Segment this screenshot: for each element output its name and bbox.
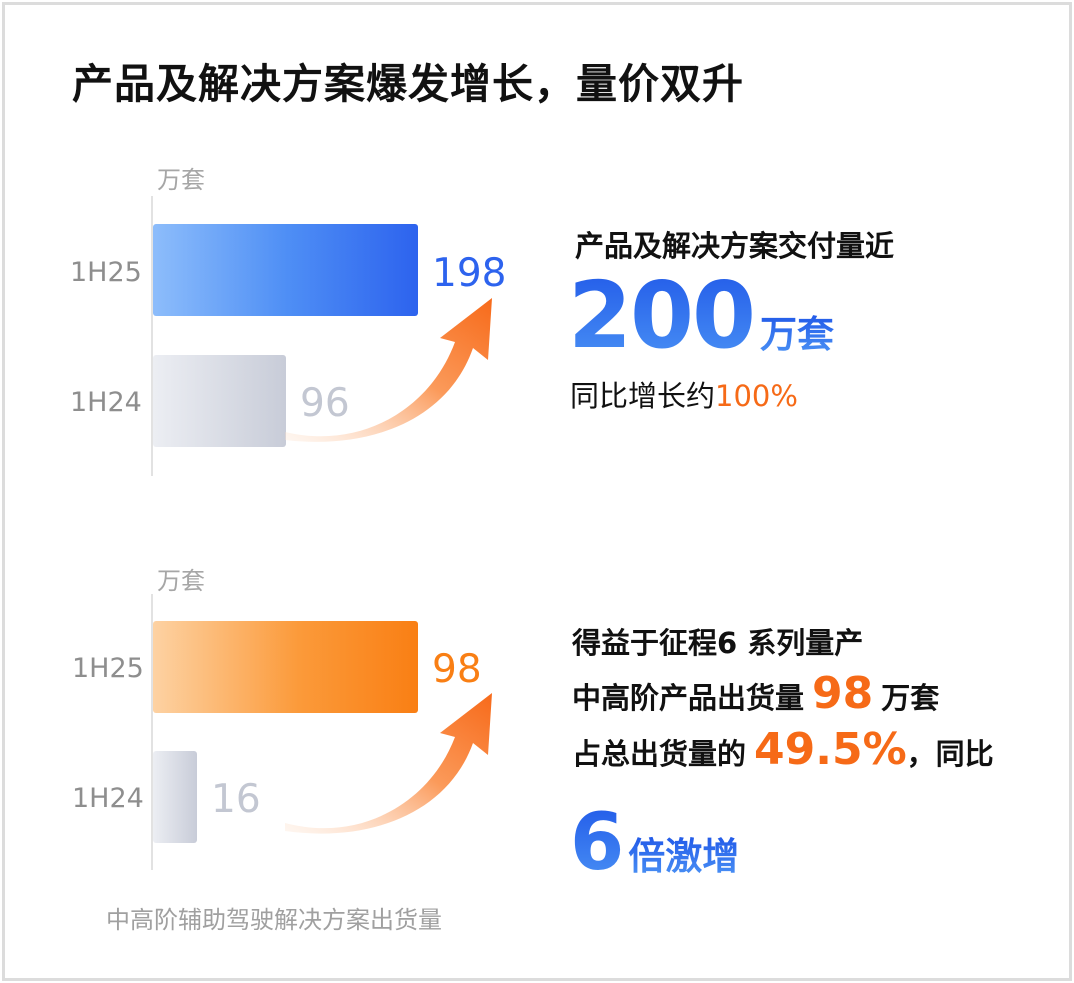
page-title: 产品及解决方案爆发增长，量价双升 (72, 50, 756, 110)
panel-2-line-3-prefix: 占总出货量的 (572, 737, 747, 771)
panel-1-growth: 同比增长约100% (570, 373, 798, 415)
chart-2-axis (151, 594, 153, 870)
chart-1-bar-1h24 (153, 355, 286, 447)
panel-2-line-3-suffix: ，同比 (906, 737, 994, 771)
chart-1-growth-arrow (285, 298, 492, 442)
panel-2-line-2-unit: 万套 (881, 681, 940, 715)
panel-1-headline: 200 万套 (568, 262, 834, 369)
chart-1-axis (151, 196, 153, 476)
chart-2-bar-1h25 (153, 621, 418, 713)
title-highlight: 量价双升 (570, 50, 756, 110)
chart-1-unit-label: 万套 (157, 166, 205, 194)
panel-2-line-1: 得益于征程6 系列量产 (572, 626, 864, 660)
chart-1-bar-1h25 (153, 224, 418, 316)
panel-1-big-unit: 万套 (760, 313, 835, 356)
chart-1-category-1h25: 1H25 (70, 257, 142, 288)
panel-1-big-number: 200 (568, 262, 756, 369)
chart-1-value-1h24: 96 (300, 381, 350, 426)
chart-2-category-1h24: 1H24 (72, 783, 144, 814)
chart-2-growth-arrow (285, 693, 492, 834)
panel-1-growth-value: 100% (715, 379, 798, 413)
panel-1-growth-prefix: 同比增长约 (570, 379, 716, 413)
panel-2-big-number: 6 (570, 798, 625, 888)
chart-1-category-1h24: 1H24 (70, 387, 142, 418)
chart-2-value-1h24: 16 (211, 777, 261, 822)
panel-1-line-1: 产品及解决方案交付量近 (575, 229, 895, 263)
chart-2-caption: 中高阶辅助驾驶解决方案出货量 (106, 906, 442, 934)
panel-2-line-3-value: 49.5% (754, 724, 907, 775)
panel-2-line-2: 中高阶产品出货量 98 万套 (572, 668, 939, 719)
panel-2-line-2-prefix: 中高阶产品出货量 (572, 681, 805, 715)
panel-2-line-4: 6 倍激增 (570, 798, 739, 888)
title-main: 产品及解决方案爆发增长， (72, 60, 576, 108)
panel-2-big-text: 倍激增 (628, 835, 740, 878)
chart-2-category-1h25: 1H25 (72, 653, 144, 684)
chart-1-value-1h25: 198 (432, 251, 507, 296)
chart-2-bar-1h24 (153, 751, 197, 843)
panel-2-line-3: 占总出货量的 49.5%，同比 (572, 724, 994, 775)
chart-2-unit-label: 万套 (157, 567, 205, 595)
chart-2-value-1h25: 98 (432, 647, 482, 692)
panel-2-line-2-value: 98 (812, 668, 874, 719)
